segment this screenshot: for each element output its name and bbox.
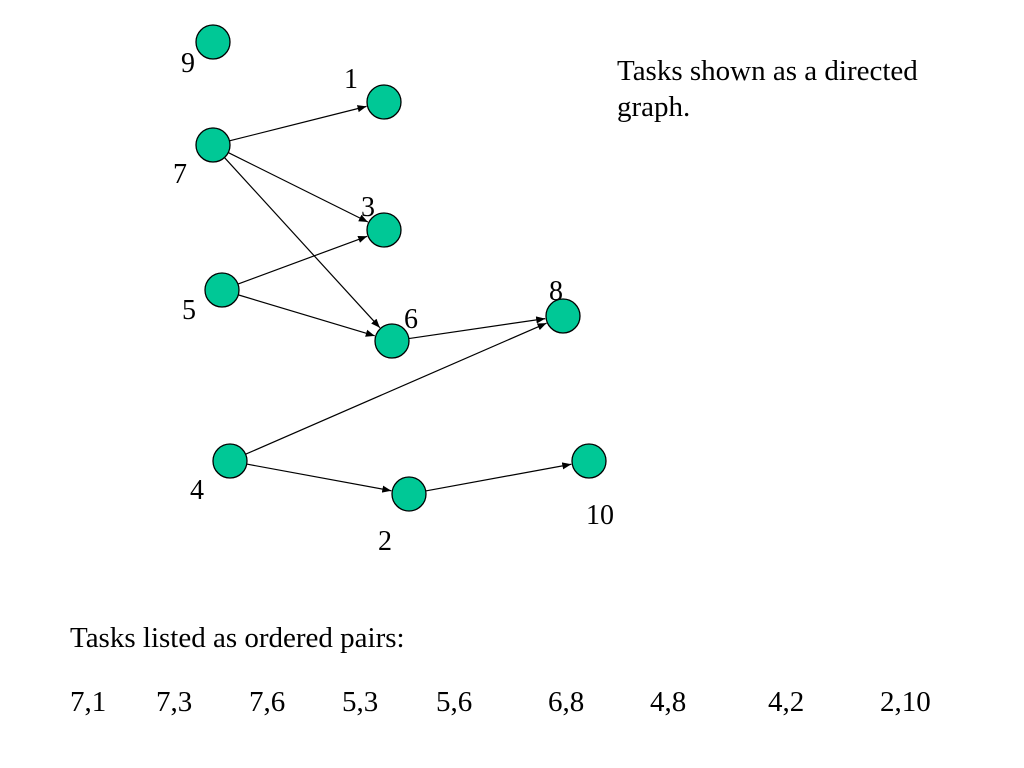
edge-4-to-8: [245, 322, 547, 455]
node-label-4: 4: [190, 475, 204, 506]
edge-5-to-6: [238, 294, 375, 337]
edge-7-to-6: [224, 157, 381, 329]
graph-caption: Tasks shown as a directed graph.: [617, 55, 918, 123]
nodes-layer: 9 1 7 3 5 6 8 4 2 10: [173, 24, 614, 557]
pair-4-2: 4,2: [768, 686, 805, 718]
node-1: [366, 84, 402, 120]
edge-2-to-10: [425, 462, 572, 492]
ordered-pairs-title: Tasks listed as ordered pairs:: [70, 622, 405, 654]
node-2: [391, 476, 427, 512]
pair-5-6: 5,6: [436, 686, 473, 718]
node-label-7: 7: [173, 159, 187, 190]
node-5: [204, 272, 240, 308]
node-9: [195, 24, 231, 60]
edge-6-to-8: [408, 316, 546, 340]
edge-7-to-3: [227, 152, 369, 223]
edges-layer: [224, 105, 572, 493]
pair-4-8: 4,8: [650, 686, 687, 718]
pair-5-3: 5,3: [342, 686, 379, 718]
node-7: [195, 127, 231, 163]
node-6: [374, 323, 410, 359]
pair-7-6: 7,6: [249, 686, 286, 718]
node-4: [212, 443, 248, 479]
ordered-pairs-row: 7,1 7,3 7,6 5,3 5,6 6,8 4,8 4,2 2,10: [0, 686, 1024, 726]
node-label-8: 8: [549, 276, 563, 307]
node-label-6: 6: [404, 304, 418, 335]
task-graph: 9 1 7 3 5 6 8 4 2 10: [173, 24, 614, 557]
node-label-10: 10: [586, 500, 614, 531]
node-label-2: 2: [378, 526, 392, 557]
pair-6-8: 6,8: [548, 686, 585, 718]
node-3: [366, 212, 402, 248]
node-label-1: 1: [344, 64, 358, 95]
pair-7-3: 7,3: [156, 686, 193, 718]
node-8: [545, 298, 581, 334]
edge-4-to-2: [246, 463, 392, 493]
node-label-3: 3: [361, 192, 375, 223]
pair-7-1: 7,1: [70, 686, 107, 718]
node-label-9: 9: [181, 48, 195, 79]
node-10: [571, 443, 607, 479]
pair-2-10: 2,10: [880, 686, 931, 718]
edge-5-to-3: [237, 235, 368, 285]
node-label-5: 5: [182, 295, 196, 326]
edge-7-to-1: [229, 105, 367, 142]
